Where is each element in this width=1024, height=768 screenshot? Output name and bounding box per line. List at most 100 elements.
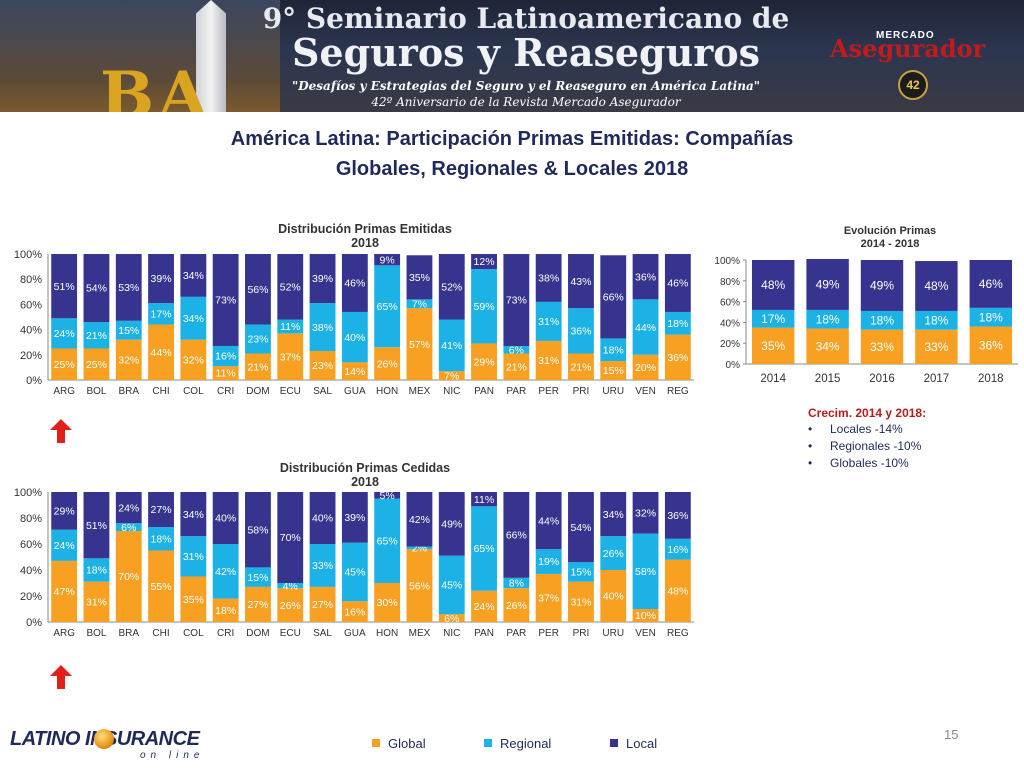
data-label: 42% [215,566,236,578]
data-label: 15% [603,365,624,377]
y-tick-label: 80% [20,274,42,286]
x-tick-label: MEX [409,386,431,397]
data-label: 34% [603,509,624,521]
slide-title-line1: América Latina: Participación Primas Emi… [230,128,794,150]
bar-segment-local [471,254,497,270]
bar-segment-global [503,353,530,380]
bar-segment-regional [471,269,497,344]
y-tick-label: 40% [20,325,42,337]
x-tick-label: PER [538,386,559,397]
data-label: 16% [215,351,236,363]
bar-segment-global [664,334,691,380]
bar-segment-regional [915,310,958,330]
data-label: 30% [377,597,398,609]
bar-segment-global [664,559,691,622]
bar-segment-global [180,339,207,380]
anniversary-seal: 42 [898,70,928,100]
obelisk-image [196,0,226,112]
data-label: 16% [344,606,365,618]
bar-segment-local [341,492,368,543]
bar-segment-regional [406,299,433,309]
data-label: 31% [183,551,204,563]
latino-insurance-logo: LATINO INSURANCE on line [10,728,210,764]
data-label: 49% [441,519,462,531]
banner-title-line1: 9° Seminario Latinoamericano de [262,2,790,35]
y-tick-label: 20% [20,591,42,603]
bar-segment-global [374,583,401,622]
data-label: 44% [151,347,172,359]
bar-segment-local [471,492,497,507]
data-label: 37% [538,593,559,605]
y-tick-label: 20% [720,339,740,350]
data-label: 24% [54,540,75,552]
x-tick-label: GUA [344,628,366,639]
y-tick-label: 40% [20,565,42,577]
data-label: 65% [377,301,398,313]
x-tick-label: URU [602,628,624,639]
data-label: 57% [409,339,430,351]
data-label: 65% [474,543,495,555]
data-label: 31% [538,316,559,328]
legend-label-regional: Regional [500,736,552,751]
data-label: 26% [603,548,624,560]
x-tick-label: MEX [409,628,431,639]
bar-segment-regional [664,538,691,560]
chart-emitidas-title-line1: Distribución Primas Emitidas [278,222,452,236]
chart-emitidas-title: Distribución Primas Emitidas 2018 [240,222,490,250]
x-tick-label: HON [376,628,398,639]
bar-segment-local [969,260,1013,308]
data-label: 55% [151,581,172,593]
bar-segment-global [471,590,497,622]
growth-item: • Locales -14% [808,421,998,438]
bar-segment-regional [309,544,336,587]
bar-segment-local [632,492,659,534]
bullet-icon: • [808,439,813,453]
bar-segment-regional [600,338,627,362]
data-label: 6% [509,344,524,356]
bar-segment-regional [341,542,368,602]
data-label: 11% [280,321,300,333]
legend-swatch-global [372,739,380,747]
chart-evolucion-title-line1: Evolución Primas [843,225,937,237]
y-tick-label: 20% [20,350,42,362]
bar-segment-regional [438,555,465,615]
data-label: 40% [603,591,624,603]
bar-segment-global [148,324,174,380]
data-label: 35% [183,594,204,606]
bar-segment-global [751,327,795,364]
bar-segment-local [115,254,142,321]
data-label: 33% [870,340,894,354]
data-label: 20% [635,362,656,374]
data-label: 11% [216,368,236,380]
bar-segment-regional [632,299,659,355]
data-label: 54% [86,283,107,295]
data-label: 9% [380,254,395,266]
x-tick-label: PAR [506,386,526,397]
bar-segment-global [148,550,174,622]
data-label: 73% [215,295,236,307]
bar-segment-local [245,492,271,568]
bar-segment-regional [535,549,562,574]
data-label: 36% [667,352,688,364]
chart-cedidas-title-line1: Distribución Primas Cedidas [279,461,451,475]
bar-segment-global [51,348,78,380]
data-label: 29% [54,506,75,518]
x-tick-label: 2016 [869,373,895,385]
data-label: 24% [118,502,139,514]
bar-segment-local [212,254,239,346]
bar-segment-local [277,492,304,583]
data-label: 35% [409,272,430,284]
growth-item: • Globales -10% [808,455,998,472]
bar-segment-local [600,492,627,537]
data-label: 37% [280,351,301,363]
data-label: 34% [183,270,204,282]
data-label: 32% [183,355,204,367]
bar-segment-local [860,260,904,311]
bar-segment-global [600,361,627,380]
data-label: 44% [538,515,559,527]
bar-segment-local [309,254,336,304]
data-label: 48% [761,278,785,292]
x-tick-label: 2015 [815,373,841,385]
x-tick-label: VEN [635,386,656,397]
data-label: 8% [509,578,524,590]
